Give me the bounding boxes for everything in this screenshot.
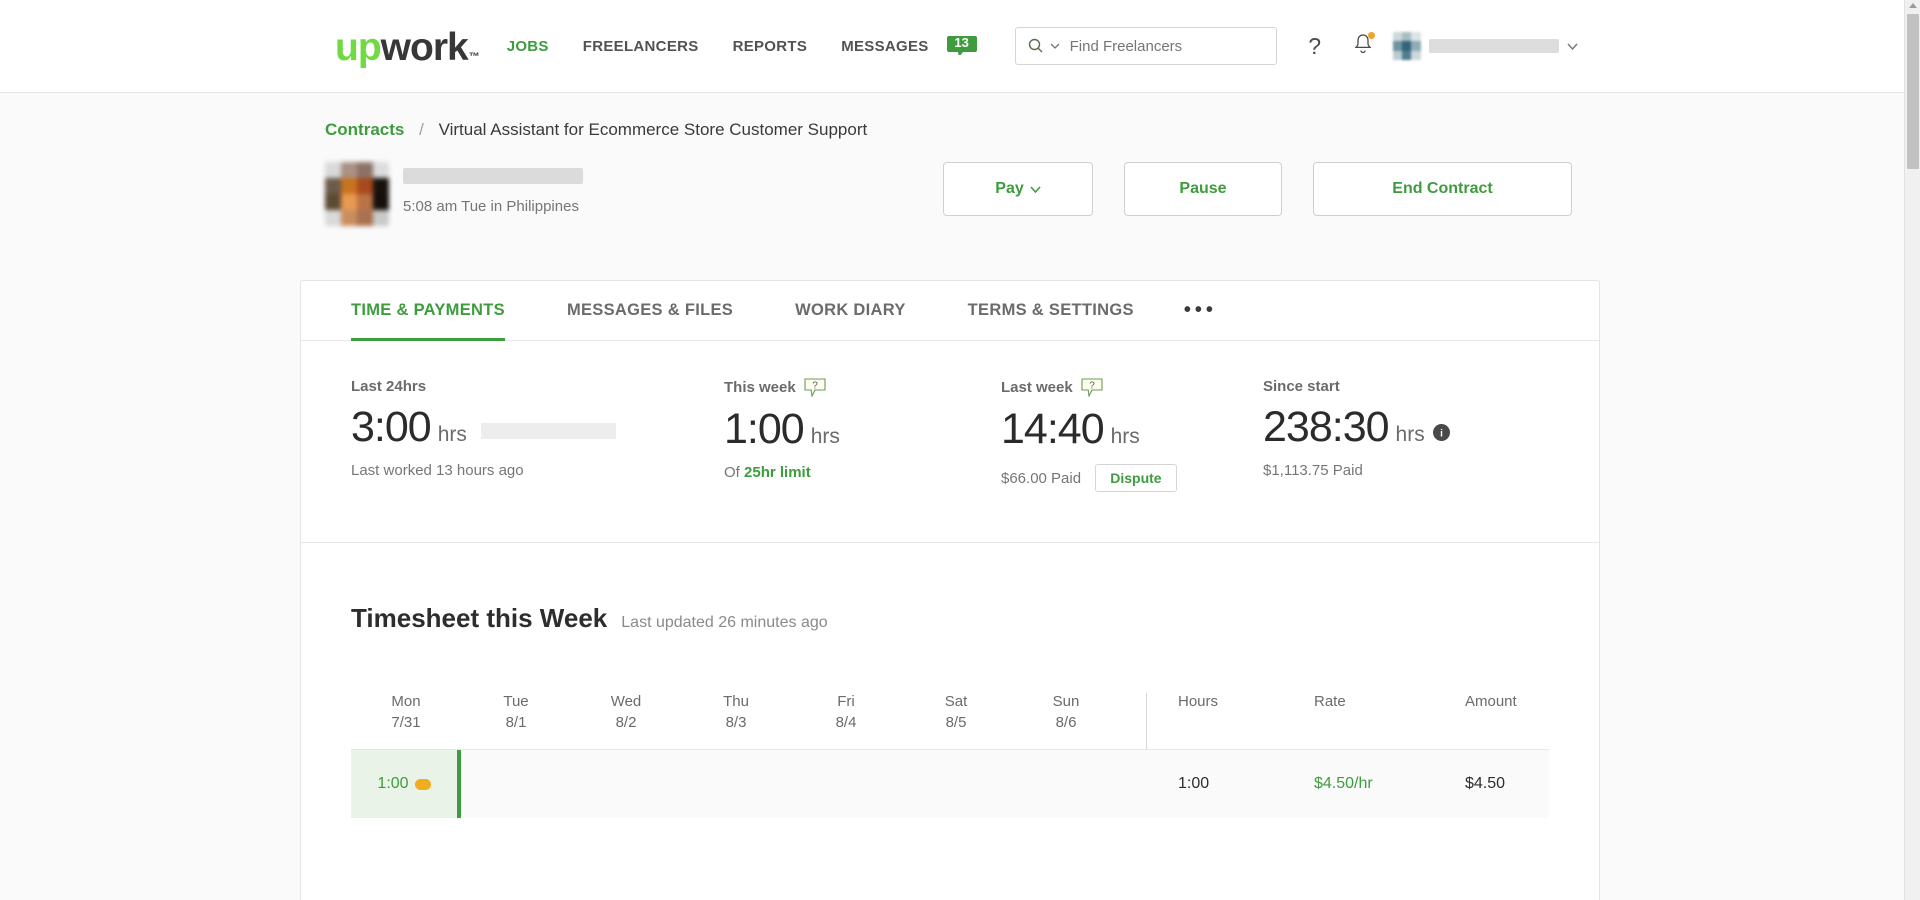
svg-text:?: ? xyxy=(812,381,818,392)
svg-text:?: ? xyxy=(1089,381,1095,392)
svg-text:i: i xyxy=(1440,429,1443,440)
